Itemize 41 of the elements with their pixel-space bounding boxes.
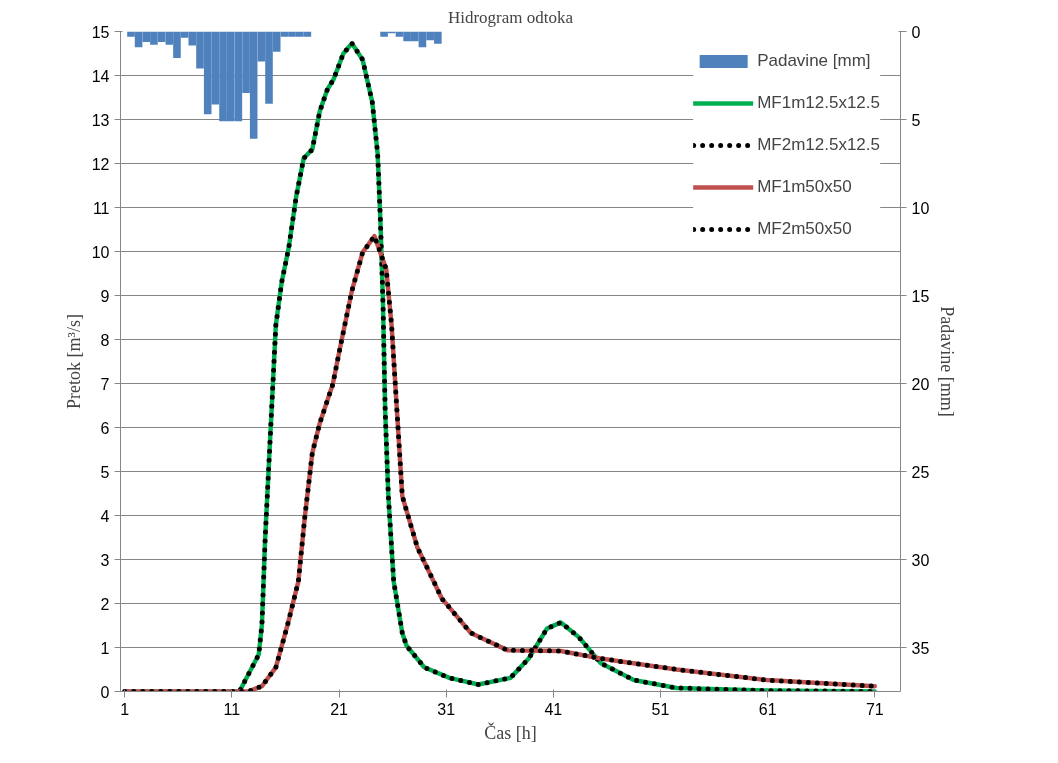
x-tick-label: 31 xyxy=(437,700,456,718)
y2-tick-label: 20 xyxy=(911,375,930,393)
y2-tick-label: 15 xyxy=(911,287,930,305)
legend-label: MF1m12.5x12.5 xyxy=(757,93,880,113)
y-tick-label: 15 xyxy=(91,23,110,41)
x-tick-label: 41 xyxy=(544,700,563,718)
y-tick-label: 7 xyxy=(100,375,110,393)
y-axis-title: Pretok [m³/s] xyxy=(63,314,84,409)
x-axis-title: Čas [h] xyxy=(484,721,537,743)
x-tick-label: 11 xyxy=(223,700,241,718)
chart-title: Hidrogram odtoka xyxy=(447,7,574,27)
y-tick-label: 3 xyxy=(100,551,110,569)
y-tick-label: 1 xyxy=(100,639,110,657)
y-tick-label: 0 xyxy=(100,683,110,701)
y2-tick-label: 30 xyxy=(911,551,930,569)
x-tick-label: 51 xyxy=(651,700,670,718)
y-tick-label: 10 xyxy=(91,243,110,261)
y2-tick-label: 5 xyxy=(911,111,921,129)
y-tick-label: 12 xyxy=(91,155,110,173)
y-tick-label: 8 xyxy=(100,331,110,349)
legend-label: MF1m50x50 xyxy=(757,177,852,197)
y-tick-label: 11 xyxy=(92,199,110,217)
y2-tick-label: 25 xyxy=(911,463,930,481)
x-tick-label: 61 xyxy=(758,700,777,718)
legend-label: MF2m50x50 xyxy=(757,219,852,239)
y-tick-label: 5 xyxy=(100,463,110,481)
y-tick-label: 6 xyxy=(100,419,110,437)
legend-label: MF2m12.5x12.5 xyxy=(757,135,880,155)
x-tick-label: 71 xyxy=(865,700,884,718)
legend-label: Padavine [mm] xyxy=(757,51,871,71)
y2-tick-label: 35 xyxy=(911,639,930,657)
y-tick-label: 4 xyxy=(100,507,110,525)
y-tick-label: 9 xyxy=(100,287,110,305)
y-tick-label: 14 xyxy=(91,67,110,85)
x-tick-label: 21 xyxy=(330,700,349,718)
y-tick-label: 13 xyxy=(91,111,110,129)
y2-axis-title: Padavine [mm] xyxy=(937,306,958,417)
y-tick-label: 2 xyxy=(100,595,110,613)
y2-tick-label: 0 xyxy=(911,23,921,41)
x-tick-label: 1 xyxy=(120,700,130,718)
y2-tick-label: 10 xyxy=(911,199,930,217)
